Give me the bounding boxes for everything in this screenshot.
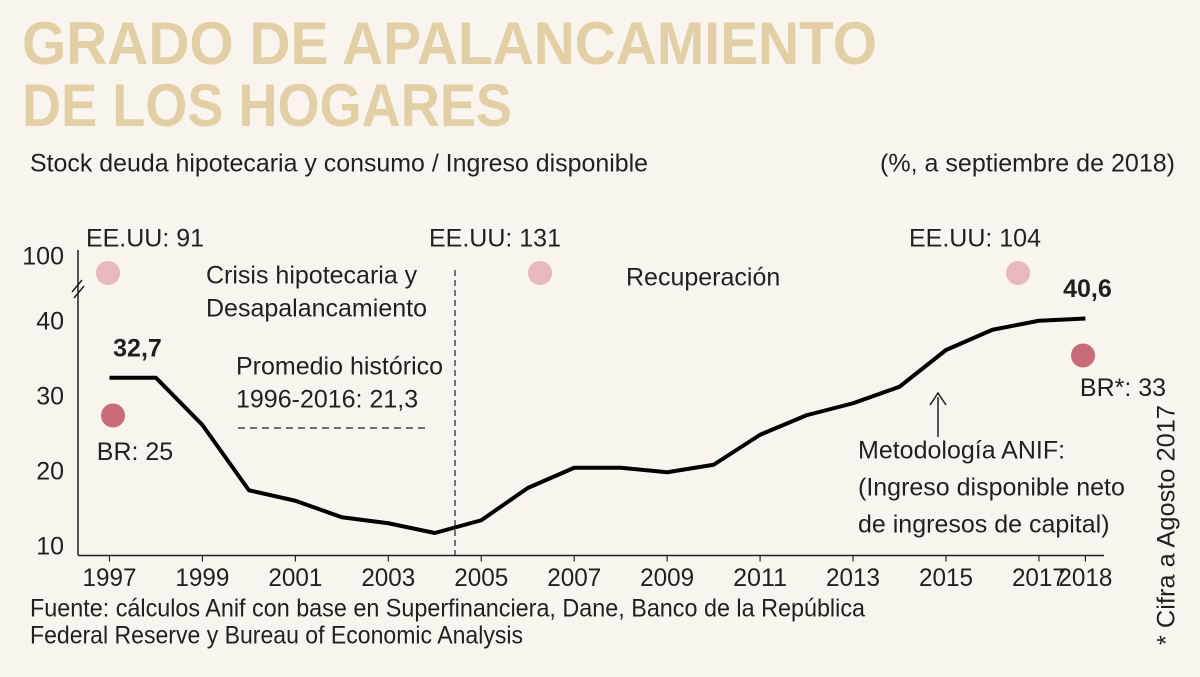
y-tick-label: 100 bbox=[22, 243, 64, 271]
chart-title: GRADO DE APALANCAMIENTO bbox=[22, 10, 877, 77]
subtitle: Stock deuda hipotecaria y consumo / Ingr… bbox=[30, 150, 648, 178]
marker bbox=[528, 261, 552, 285]
marker-label: EE.UU: 131 bbox=[429, 225, 561, 253]
axis-break bbox=[73, 285, 85, 299]
marker bbox=[1071, 343, 1095, 368]
marker-label: EE.UU: 104 bbox=[909, 225, 1041, 253]
annotation: 1996-2016: 21,3 bbox=[236, 386, 418, 414]
source: Fuente: cálculos Anif con base en Superf… bbox=[30, 595, 865, 623]
x-tick-label: 2015 bbox=[919, 564, 973, 592]
marker bbox=[101, 403, 125, 428]
x-tick-label: 2017 bbox=[1012, 564, 1066, 592]
x-tick-label: 2007 bbox=[547, 564, 601, 592]
x-tick-label: 2003 bbox=[361, 564, 415, 592]
marker bbox=[96, 261, 120, 285]
source: Federal Reserve y Bureau of Economic Ana… bbox=[30, 622, 523, 650]
y-tick-label: 10 bbox=[36, 533, 64, 561]
chart-title: DE LOS HOGARES bbox=[22, 72, 512, 139]
x-tick-label: 2013 bbox=[826, 564, 880, 592]
y-tick-label: 40 bbox=[36, 308, 64, 336]
x-tick-label: 2001 bbox=[268, 564, 322, 592]
data-label: 40,6 bbox=[1063, 275, 1112, 303]
data-label: 32,7 bbox=[113, 334, 162, 362]
x-tick-label: 1999 bbox=[175, 564, 229, 592]
line bbox=[109, 316, 1086, 535]
arrow-head bbox=[929, 391, 947, 406]
y-tick-label: 20 bbox=[36, 458, 64, 486]
x-tick-label: 2011 bbox=[733, 564, 787, 592]
x-tick-label: 1997 bbox=[82, 564, 136, 592]
x-tick-label: 2009 bbox=[640, 564, 694, 592]
annotation: Metodología ANIF: bbox=[858, 437, 1065, 465]
marker bbox=[1006, 261, 1030, 285]
marker-label: BR: 25 bbox=[97, 438, 173, 466]
side-note: * Cifra a Agosto 2017 bbox=[1153, 405, 1181, 645]
annotation: Promedio histórico bbox=[236, 353, 443, 381]
annotation: Crisis hipotecaria y bbox=[206, 262, 418, 290]
annotation: de ingresos de capital) bbox=[858, 511, 1110, 539]
y-tick-label: 30 bbox=[36, 383, 64, 411]
annotation: (Ingreso disponible neto bbox=[858, 474, 1125, 502]
x-tick-label: 2018 bbox=[1058, 564, 1112, 592]
annotation: Desapalancamiento bbox=[206, 295, 427, 323]
marker-label: EE.UU: 91 bbox=[86, 225, 204, 253]
x-tick-label: 2005 bbox=[454, 564, 508, 592]
axis-break bbox=[71, 279, 83, 293]
annotation: Recuperación bbox=[626, 264, 780, 292]
unit-note: (%, a septiembre de 2018) bbox=[880, 150, 1175, 178]
marker-label: BR*: 33 bbox=[1080, 374, 1166, 402]
